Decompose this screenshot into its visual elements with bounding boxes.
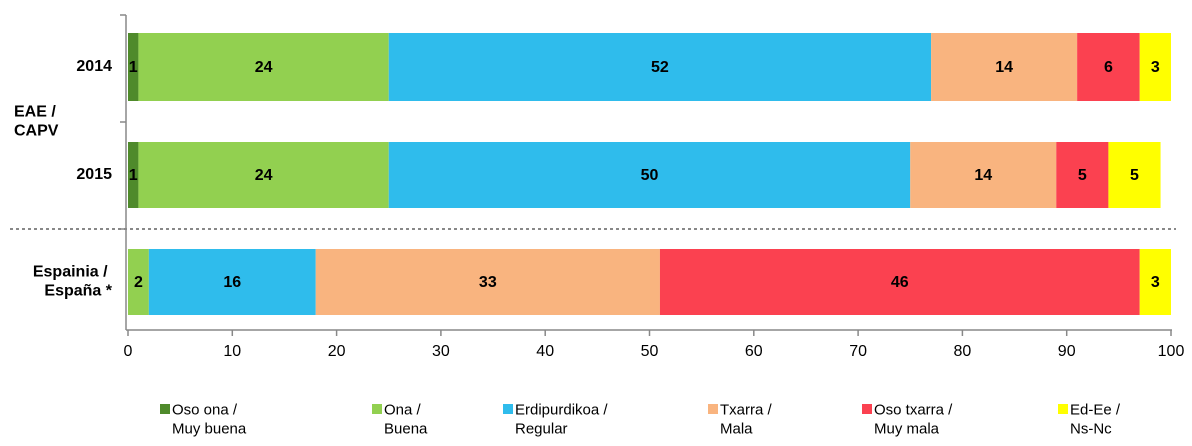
legend-label: Oso txarra / Muy mala	[874, 401, 957, 437]
data-label: 3	[1151, 59, 1160, 76]
bar-segment	[1139, 33, 1171, 101]
bar-segment	[931, 33, 1078, 101]
data-label: 6	[1104, 59, 1113, 76]
data-label: 1	[129, 59, 138, 76]
legend-swatch	[708, 404, 718, 414]
x-tick-label: 10	[223, 343, 241, 360]
legend-label: Txarra / Mala	[720, 401, 776, 437]
x-tick-label: 0	[124, 343, 133, 360]
y-tick-label: Espainia / España *	[33, 264, 113, 300]
x-tick-label: 30	[432, 343, 450, 360]
bar-segment	[1139, 249, 1171, 315]
group-label: EAE / CAPV	[14, 104, 60, 140]
data-label: 1	[129, 167, 138, 184]
bar-segment	[388, 33, 932, 101]
y-tick-label: 2015	[76, 166, 112, 183]
legend-swatch	[862, 404, 872, 414]
data-label: 24	[255, 167, 273, 184]
x-tick-label: 70	[849, 343, 867, 360]
bar-segment	[1108, 142, 1161, 208]
data-label: 46	[891, 274, 909, 291]
bar-segment	[138, 142, 389, 208]
x-tick-label: 50	[641, 343, 659, 360]
data-label: 50	[641, 167, 659, 184]
bar-segment	[1056, 142, 1109, 208]
legend-swatch	[1058, 404, 1068, 414]
data-label: 16	[223, 274, 241, 291]
legend-label: Ona / Buena	[384, 401, 428, 437]
data-label: 14	[995, 59, 1013, 76]
bar-segment	[315, 249, 660, 315]
data-label: 5	[1130, 167, 1139, 184]
bar-segment	[388, 142, 911, 208]
legend-swatch	[503, 404, 513, 414]
data-label: 5	[1078, 167, 1087, 184]
x-tick-label: 60	[745, 343, 763, 360]
bar-segment	[128, 142, 139, 208]
bar-segment	[1077, 33, 1140, 101]
data-label: 2	[134, 274, 143, 291]
bar-segment	[128, 249, 149, 315]
legend-label: Oso ona / Muy buena	[172, 401, 247, 437]
legend-swatch	[160, 404, 170, 414]
bar-segment	[659, 249, 1140, 315]
legend-label: Erdipurdikoa / Regular	[515, 401, 612, 437]
x-tick-label: 90	[1058, 343, 1076, 360]
bar-segment	[128, 33, 139, 101]
x-tick-label: 40	[536, 343, 554, 360]
bar-segment	[910, 142, 1057, 208]
y-tick-label: 2014	[76, 58, 112, 75]
legend-label: Ed-Ee / Ns-Nc	[1070, 401, 1124, 437]
bar-segment	[148, 249, 316, 315]
data-label: 24	[255, 59, 273, 76]
data-label: 33	[479, 274, 497, 291]
x-tick-label: 80	[954, 343, 972, 360]
x-tick-label: 100	[1158, 343, 1185, 360]
data-label: 3	[1151, 274, 1160, 291]
data-label: 52	[651, 59, 669, 76]
data-label: 14	[974, 167, 992, 184]
legend-swatch	[372, 404, 382, 414]
x-tick-label: 20	[328, 343, 346, 360]
bar-segment	[138, 33, 389, 101]
